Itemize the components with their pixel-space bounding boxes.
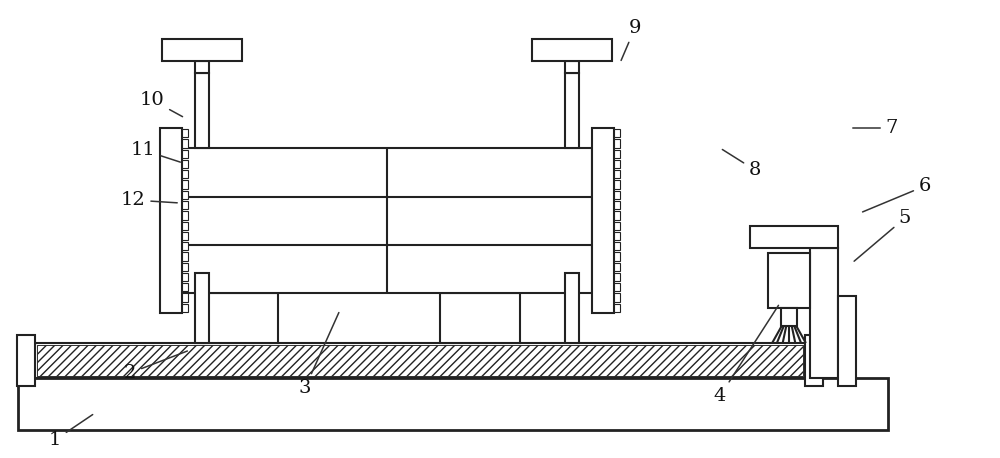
Bar (614, 262, 620, 271)
Bar (18, 378, 888, 430)
Bar (592, 128, 614, 313)
Bar (614, 273, 620, 281)
Bar (614, 304, 620, 312)
Bar (614, 160, 620, 168)
Bar (182, 242, 188, 251)
Bar (614, 170, 620, 178)
Bar (614, 150, 620, 158)
Bar (614, 283, 620, 291)
Bar (198, 293, 278, 343)
Bar (182, 170, 188, 178)
Bar (565, 61, 579, 73)
Text: 6: 6 (863, 177, 931, 212)
Bar (614, 222, 620, 230)
Bar (614, 191, 620, 199)
Text: 11: 11 (131, 141, 180, 162)
Bar (182, 180, 188, 189)
Bar (440, 293, 520, 343)
Bar (182, 222, 188, 230)
Bar (614, 294, 620, 302)
Bar (614, 129, 620, 137)
Bar (182, 262, 188, 271)
Bar (182, 191, 188, 199)
Text: 10: 10 (140, 91, 183, 117)
Text: 2: 2 (124, 351, 187, 382)
Bar (182, 232, 188, 240)
Bar (182, 304, 188, 312)
Bar (17, 335, 35, 386)
Text: 5: 5 (854, 209, 911, 261)
Bar (750, 226, 838, 248)
Text: 1: 1 (49, 414, 93, 449)
Bar (35, 343, 805, 378)
Bar (565, 273, 579, 343)
Bar (838, 296, 856, 386)
Bar (195, 61, 209, 73)
Text: 4: 4 (714, 305, 778, 405)
Bar (532, 39, 612, 61)
Bar (182, 150, 188, 158)
Bar (565, 73, 579, 148)
Bar (182, 283, 188, 291)
Bar (614, 252, 620, 261)
Bar (614, 211, 620, 219)
Bar (182, 211, 188, 219)
Text: 8: 8 (722, 149, 761, 179)
Bar (614, 180, 620, 189)
Text: 9: 9 (621, 19, 641, 60)
Bar (768, 253, 810, 308)
Bar (160, 128, 182, 313)
Bar (182, 148, 592, 293)
Bar (195, 273, 209, 343)
Bar (614, 232, 620, 240)
Bar (781, 308, 797, 326)
Bar (614, 139, 620, 147)
Bar (182, 294, 188, 302)
Text: 7: 7 (853, 119, 898, 137)
Bar (182, 201, 188, 209)
Bar (810, 248, 838, 378)
Text: 3: 3 (299, 312, 339, 397)
Bar (614, 242, 620, 251)
Bar (37, 345, 803, 376)
Bar (182, 139, 188, 147)
Bar (37, 345, 803, 376)
Bar (162, 39, 242, 61)
Bar (195, 73, 209, 148)
Text: 12: 12 (121, 191, 177, 209)
Bar (182, 129, 188, 137)
Bar (182, 273, 188, 281)
Bar (182, 160, 188, 168)
Bar (614, 201, 620, 209)
Bar (182, 252, 188, 261)
Bar (805, 335, 823, 386)
